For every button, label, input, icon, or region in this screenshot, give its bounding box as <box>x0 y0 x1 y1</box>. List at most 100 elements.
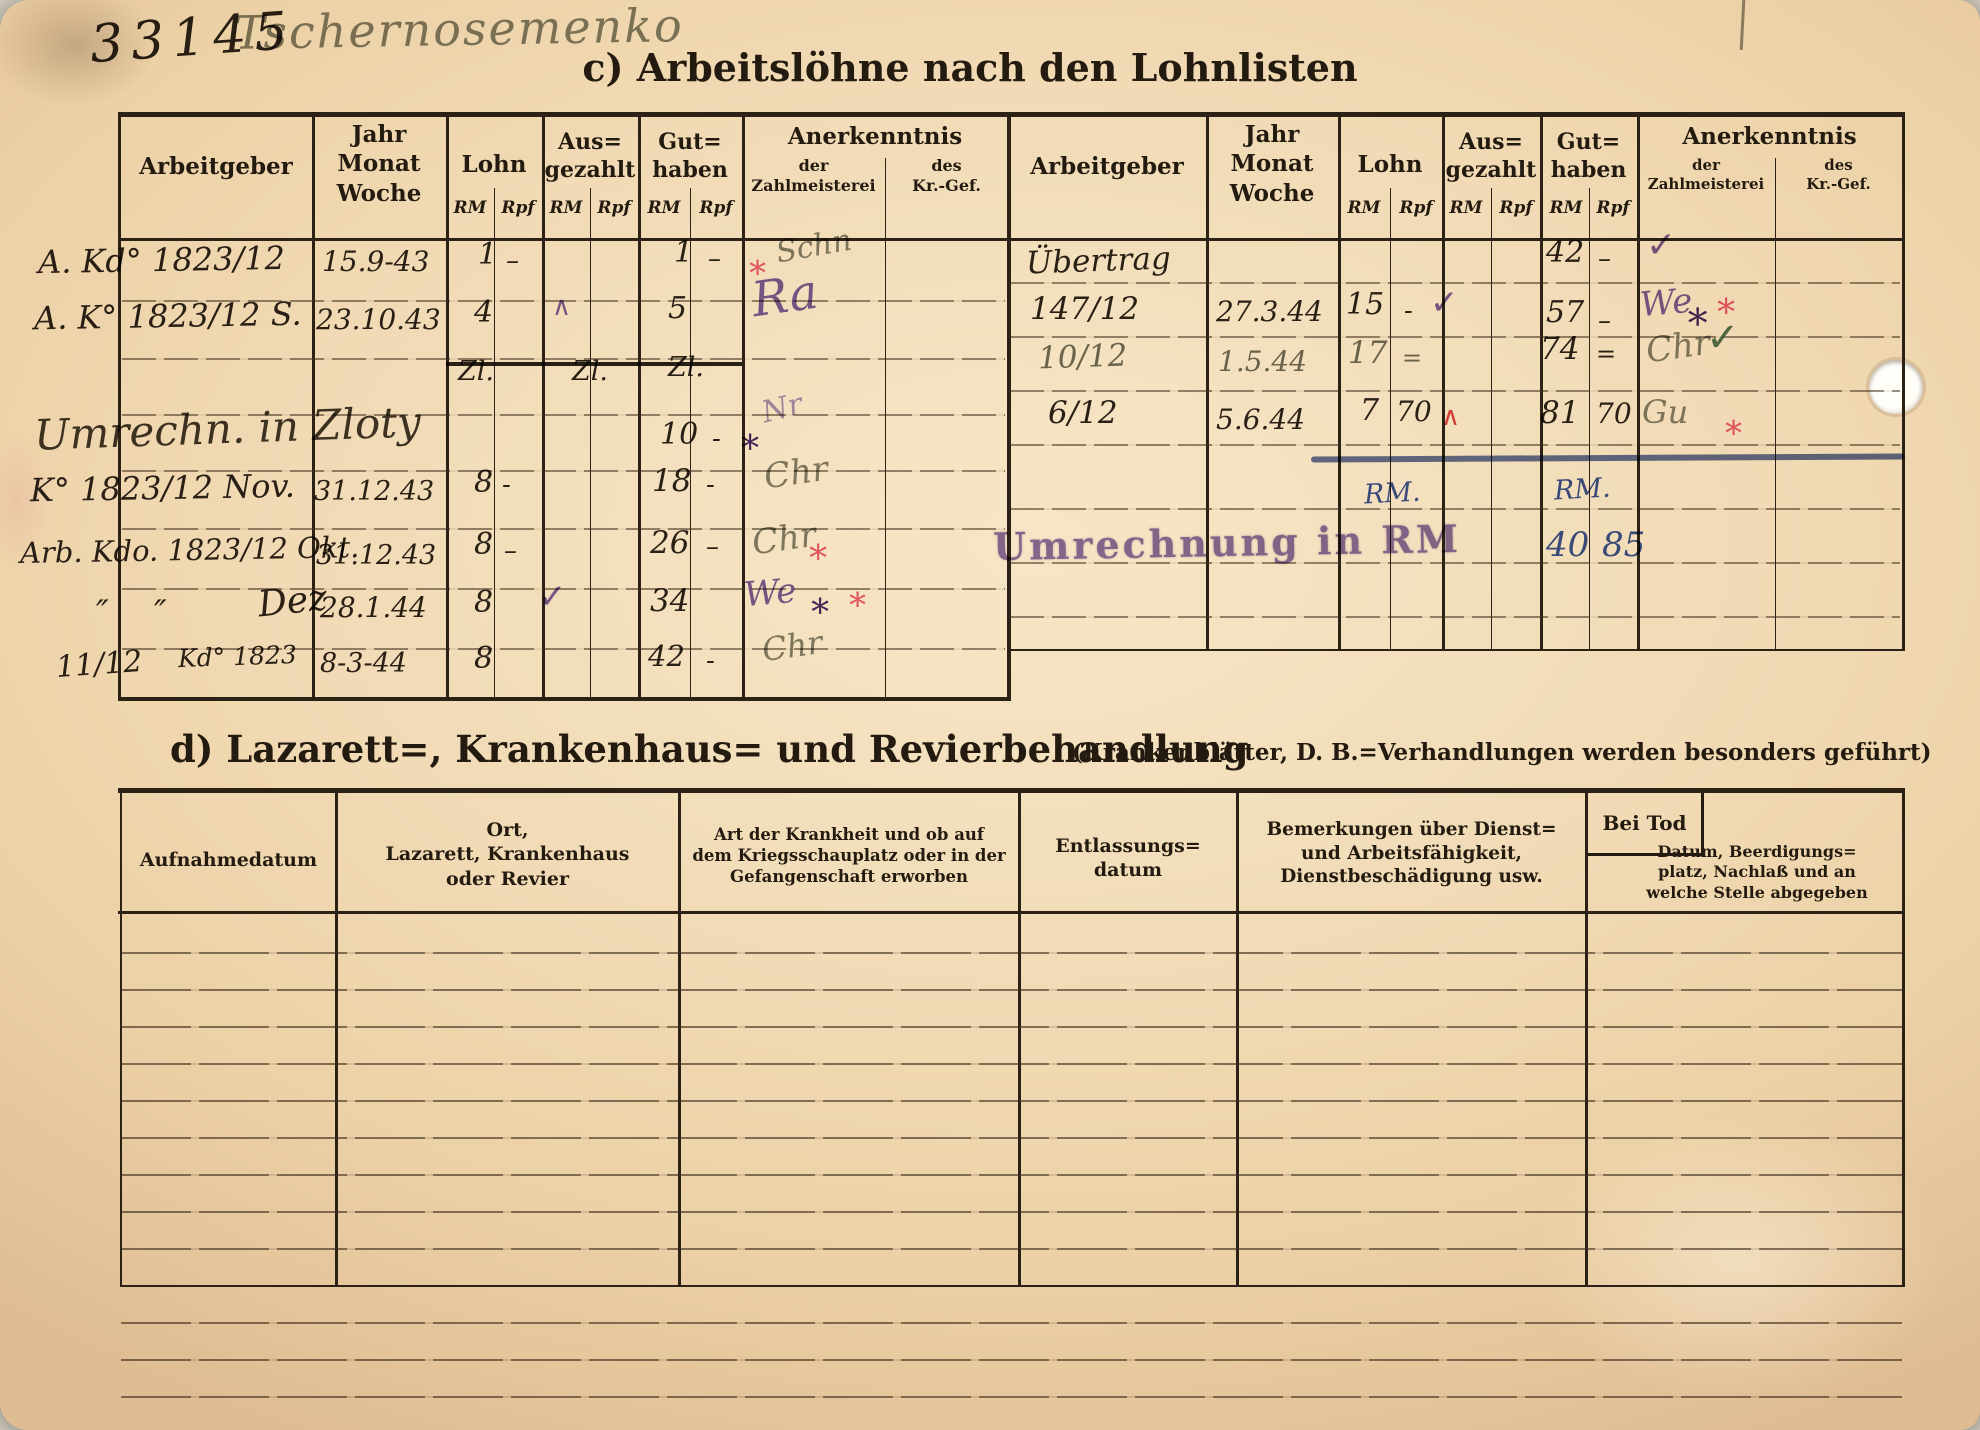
row-separator-line <box>1010 282 1900 284</box>
header-lohn-left: Lohn <box>461 151 527 178</box>
row-separator-line <box>1010 616 1900 618</box>
row-separator-line <box>1010 336 1900 338</box>
grid-line-v <box>1442 113 1445 651</box>
handwritten-entry: 26 <box>650 525 690 561</box>
grid-line-v <box>335 790 338 1287</box>
handwritten-entry: Schn <box>773 222 855 271</box>
grid-line-v <box>1585 790 1588 1287</box>
handwritten-entry: K° 1823/12 Nov. <box>29 466 296 510</box>
handwritten-entry: 85 <box>1602 525 1646 565</box>
handwritten-entry: Kd° 1823 <box>177 639 298 674</box>
currency-subheader-rm: RM <box>647 198 681 218</box>
handwritten-entry: – <box>1598 244 1611 274</box>
grid-line-v <box>120 790 122 1287</box>
header-guthaben-right: Gut= haben <box>1550 129 1627 184</box>
row-separator-line <box>1010 508 1900 510</box>
handwritten-entry: 5.6.44 <box>1216 403 1306 436</box>
header-entlassungsdatum: Entlassungs= datum <box>1055 835 1201 882</box>
header-aufnahmedatum: Aufnahmedatum <box>139 849 318 871</box>
handwritten-entry: 70 <box>1396 395 1432 428</box>
currency-subheader-rpf: Rpf <box>597 198 631 218</box>
handwritten-entry: ∗ <box>746 247 770 287</box>
grid-line-v <box>638 113 641 701</box>
grid-line-h <box>1007 649 1904 651</box>
grid-line-v <box>678 790 681 1287</box>
grid-line-h <box>118 788 1905 793</box>
handwritten-entry: 8 <box>474 527 494 562</box>
header-anerkenntnis-left: Anerkenntnis <box>787 123 963 150</box>
grid-line-v <box>1007 113 1011 701</box>
grid-line-h <box>118 238 1905 241</box>
bei-tod-label: Bei Tod <box>1602 811 1687 835</box>
row-separator-line <box>121 952 1902 954</box>
row-separator-line <box>121 1137 1902 1139</box>
row-separator-line <box>1010 562 1900 564</box>
handwritten-entry: 8 <box>474 585 494 620</box>
header-datum-beerdigungsplatz: Datum, Beerdigungs= platz, Nachlaß und a… <box>1646 842 1868 902</box>
currency-subheader-rpf: Rpf <box>501 198 535 218</box>
header-bemerkungen: Bemerkungen über Dienst= und Arbeitsfähi… <box>1266 819 1557 888</box>
handwritten-entry: ∧ <box>1441 402 1461 432</box>
row-separator-line <box>121 1248 1902 1250</box>
grid-line-v <box>1206 113 1209 651</box>
handwritten-entry: ✓ <box>538 577 567 617</box>
handwritten-entry: 15.9-43 <box>322 245 430 278</box>
handwritten-entry: 57 <box>1546 295 1585 330</box>
handwritten-entry: - <box>1404 296 1413 326</box>
header-arbeitgeber-left: Arbeitgeber <box>139 153 293 180</box>
handwritten-entry: RM. <box>1363 476 1422 511</box>
header-arbeitgeber-right: Arbeitgeber <box>1030 153 1184 180</box>
row-separator-line <box>121 989 1902 991</box>
handwritten-entry: 1 <box>674 235 694 270</box>
prisoner-name: Tschernosemenko <box>233 0 685 60</box>
handwritten-entry: 8 <box>474 641 494 676</box>
grid-line-v <box>1637 113 1640 651</box>
header-lohn-right: Lohn <box>1357 151 1423 178</box>
handwritten-entry: Arb. Kdo. 1823/12 Okt. <box>19 530 360 570</box>
handwritten-entry: – <box>504 536 517 566</box>
handwritten-entry: ∧ <box>552 292 572 322</box>
row-separator-line <box>1010 444 1900 446</box>
handwritten-entry: 70 <box>1596 397 1632 430</box>
grid-line-h <box>118 112 1905 117</box>
handwritten-entry: ✓ <box>1706 315 1740 361</box>
grid-line-v <box>1018 790 1021 1287</box>
grid-line-v <box>1775 158 1777 651</box>
handwritten-entry: = <box>1402 344 1423 372</box>
handwritten-entry: Ra <box>748 263 822 329</box>
handwritten-entry: - <box>706 646 715 676</box>
handwritten-entry: – <box>708 244 721 274</box>
handwritten-entry: ∗ <box>806 531 831 572</box>
handwritten-entry: – <box>706 532 719 562</box>
handwritten-entry: 42 <box>648 639 685 673</box>
grid-line-v <box>1540 113 1543 651</box>
handwritten-entry: 23.10.43 <box>316 303 441 336</box>
handwritten-entry: ∗ <box>1714 285 1739 326</box>
row-separator-line <box>122 648 1005 650</box>
handwritten-entry: 17 <box>1348 335 1388 371</box>
handwritten-entry: Chr <box>761 448 831 498</box>
handwritten-entry: - <box>502 470 511 500</box>
handwritten-entry: 40 <box>1546 525 1590 565</box>
grid-line-v <box>1491 188 1493 651</box>
handwritten-entry: Chr <box>759 622 825 670</box>
handwritten-entry: - <box>706 470 715 500</box>
handwritten-entry: Gu <box>1642 393 1689 431</box>
header-ausgezahlt-right: Aus= gezahlt <box>1445 129 1537 184</box>
handwritten-entry: 7 <box>1360 393 1380 428</box>
handwritten-entry: A. K° 1823/12 S. <box>33 294 302 338</box>
row-separator-line <box>122 300 1005 302</box>
handwritten-entry: ″ <box>154 593 167 633</box>
currency-subheader-rpf: Rpf <box>699 198 733 218</box>
handwritten-entry: 28.1.44 <box>320 591 427 624</box>
heavy-rule <box>446 362 742 366</box>
row-separator-line <box>1010 390 1900 392</box>
header-kr-gef-left: des Kr.-Gef. <box>912 156 981 196</box>
handwritten-entry: 31.12.43 <box>314 476 435 507</box>
grid-line-h <box>120 1285 1904 1287</box>
handwritten-entry: 10 <box>660 417 699 452</box>
header-zahlmeisterei-left: der Zahlmeisterei <box>751 156 876 196</box>
header-zahlmeisterei-right: der Zahlmeisterei <box>1647 156 1765 194</box>
handwritten-entry: RM. <box>1553 472 1612 507</box>
grid-line-v <box>590 188 592 701</box>
